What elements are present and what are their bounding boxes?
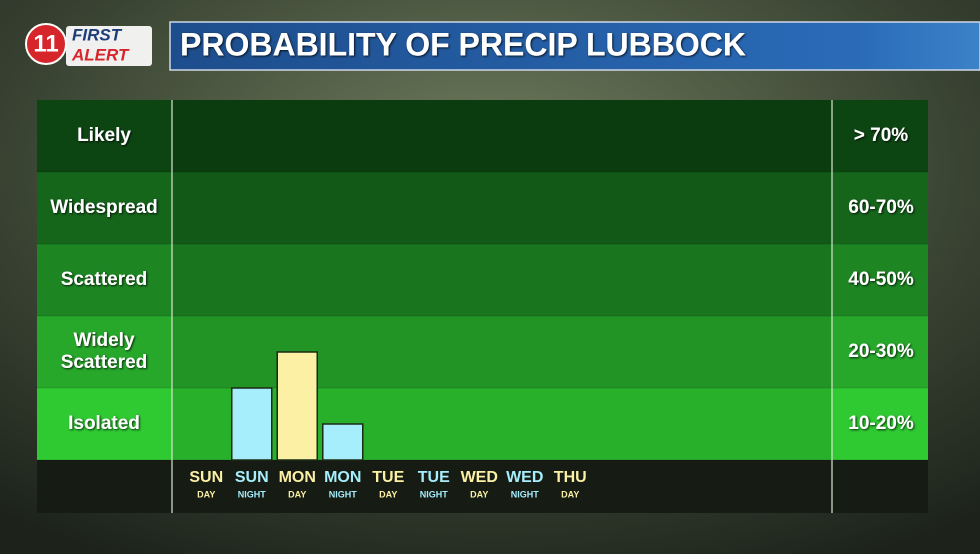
x-tick-part: NIGHT bbox=[238, 489, 267, 499]
x-tick-part: NIGHT bbox=[511, 489, 540, 499]
x-tick-day: WED bbox=[461, 469, 498, 486]
logo-line2: ALERT bbox=[71, 45, 130, 64]
logo-box bbox=[66, 26, 152, 66]
title-bar bbox=[169, 21, 980, 71]
logo: 11 FIRST ALERT bbox=[25, 23, 152, 66]
x-tick-day: MON bbox=[324, 469, 361, 486]
band-label: Isolated bbox=[68, 413, 140, 434]
x-tick-part: DAY bbox=[470, 489, 488, 499]
band-label: Widely Scattered bbox=[61, 330, 148, 373]
band bbox=[37, 316, 928, 388]
bar bbox=[231, 387, 273, 461]
x-tick-part: DAY bbox=[288, 489, 306, 499]
band-plot-shade bbox=[172, 244, 832, 316]
bar bbox=[322, 423, 364, 461]
band-range: 10-20% bbox=[848, 413, 914, 434]
band bbox=[37, 100, 928, 172]
x-tick-part: DAY bbox=[561, 489, 579, 499]
logo-number: 11 bbox=[33, 30, 58, 57]
x-axis-row bbox=[37, 460, 928, 513]
band-range: 40-50% bbox=[848, 269, 914, 290]
x-tick-day: MON bbox=[279, 469, 316, 486]
x-tick-day: WED bbox=[506, 469, 543, 486]
x-tick-day: THU bbox=[554, 469, 587, 486]
band-plot-shade bbox=[172, 100, 832, 172]
band-plot-shade bbox=[172, 172, 832, 244]
band bbox=[37, 172, 928, 244]
logo-line1: FIRST bbox=[72, 25, 123, 44]
x-tick-part: NIGHT bbox=[329, 489, 358, 499]
band-plot-shade bbox=[172, 316, 832, 388]
band bbox=[37, 244, 928, 316]
x-tick-day: TUE bbox=[372, 469, 404, 486]
band bbox=[37, 388, 928, 460]
band-label: Widespread bbox=[50, 197, 158, 218]
x-tick-part: DAY bbox=[197, 489, 215, 499]
band-label: Likely bbox=[77, 125, 131, 146]
x-tick-day: TUE bbox=[418, 469, 450, 486]
x-tick-part: DAY bbox=[379, 489, 397, 499]
band-range: > 70% bbox=[854, 125, 909, 146]
plot: Isolated 10-20% Widely Scattered 20-30% Scatt… bbox=[37, 100, 928, 513]
band-range: 60-70% bbox=[848, 197, 914, 218]
band-label: Scattered bbox=[61, 269, 148, 290]
band-range: 20-30% bbox=[848, 341, 914, 362]
x-tick-day: SUN bbox=[235, 469, 269, 486]
x-tick-part: NIGHT bbox=[420, 489, 449, 499]
chart-title: PROBABILITY OF PRECIP LUBBOCK bbox=[180, 26, 746, 62]
bar bbox=[276, 351, 318, 461]
x-tick-day: SUN bbox=[189, 469, 223, 486]
